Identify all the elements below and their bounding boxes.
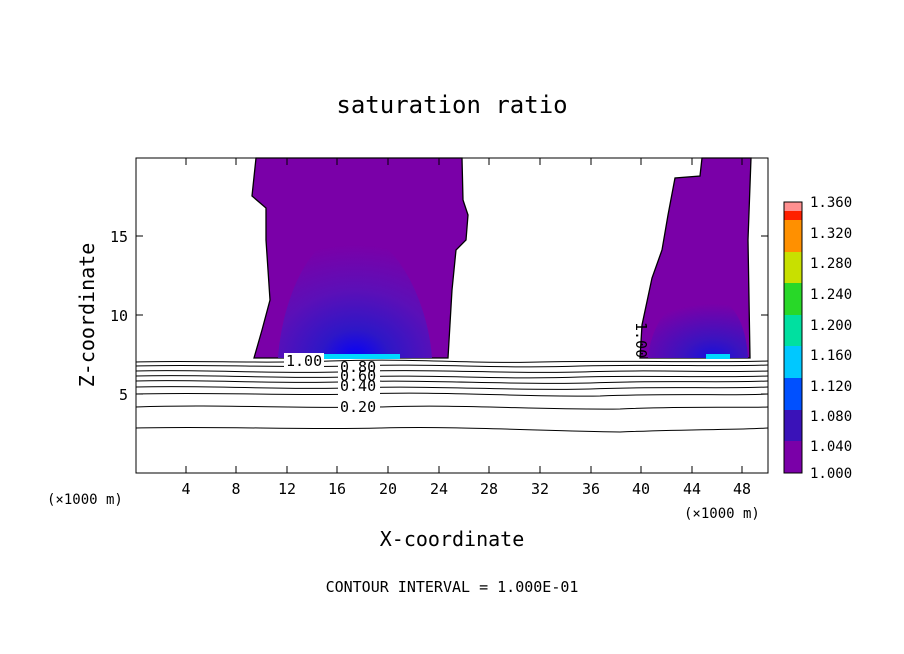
y-axis <box>136 235 768 395</box>
colorbar-label: 1.240 <box>810 287 852 303</box>
colorbar-label: 1.280 <box>810 256 852 272</box>
y-tick-labels: 5 10 15 <box>110 228 128 404</box>
colorbar-label: 1.200 <box>810 318 852 334</box>
x-tick-label: 32 <box>531 480 549 498</box>
x-unit-label-left: (×1000 m) <box>47 492 123 508</box>
x-axis-title: X-coordinate <box>380 527 525 551</box>
colorbar-label: 1.160 <box>810 348 852 364</box>
contour-interval-note: CONTOUR INTERVAL = 1.000E-01 <box>326 578 579 596</box>
contour-label-group: 1.00 0.80 0.60 0.40 0.20 1.00 <box>284 322 650 416</box>
x-tick-label: 12 <box>278 480 296 498</box>
contour-label: 0.40 <box>340 377 376 395</box>
chart-title: saturation ratio <box>336 91 567 119</box>
y-tick-label: 10 <box>110 307 128 325</box>
x-tick-label: 16 <box>328 480 346 498</box>
colorbar-label: 1.040 <box>810 439 852 455</box>
x-tick-label: 48 <box>733 480 751 498</box>
x-tick-label: 44 <box>683 480 701 498</box>
x-tick-label: 36 <box>582 480 600 498</box>
y-tick-label: 5 <box>119 386 128 404</box>
x-tick-label: 28 <box>480 480 498 498</box>
contour-label: 0.60 <box>340 367 376 385</box>
cloud-core-left <box>278 232 432 358</box>
colorbar-label: 1.360 <box>810 195 852 211</box>
x-tick-label: 24 <box>430 480 448 498</box>
colorbar-label: 1.120 <box>810 379 852 395</box>
cloud-base-max-right <box>706 354 730 359</box>
x-tick-label: 8 <box>231 480 240 498</box>
contour-lines <box>135 359 769 433</box>
colorbar-label: 1.080 <box>810 409 852 425</box>
colorbar-label: 1.320 <box>810 226 852 242</box>
x-unit-label-right: (×1000 m) <box>684 506 760 522</box>
colorbar <box>783 201 803 474</box>
x-tick-label: 40 <box>632 480 650 498</box>
contour-label: 1.00 <box>632 322 650 358</box>
contour-label: 0.20 <box>340 398 376 416</box>
plot-area: 1.00 0.80 0.60 0.40 0.20 1.00 <box>135 157 769 474</box>
colorbar-labels: 1.360 1.320 1.280 1.240 1.200 1.160 1.12… <box>810 195 852 482</box>
colorbar-label: 1.000 <box>810 466 852 482</box>
y-tick-label: 15 <box>110 228 128 246</box>
cloud-core-right <box>648 294 748 358</box>
contour-label: 1.00 <box>286 352 322 370</box>
x-tick-label: 20 <box>379 480 397 498</box>
x-tick-labels: 4 8 12 16 20 24 28 32 36 40 44 48 <box>181 480 751 498</box>
y-axis-title: Z-coordinate <box>75 243 99 388</box>
x-tick-label: 4 <box>181 480 190 498</box>
x-axis <box>185 158 743 473</box>
contour-label: 0.80 <box>340 358 376 376</box>
cloud-base-max-left <box>292 354 400 359</box>
